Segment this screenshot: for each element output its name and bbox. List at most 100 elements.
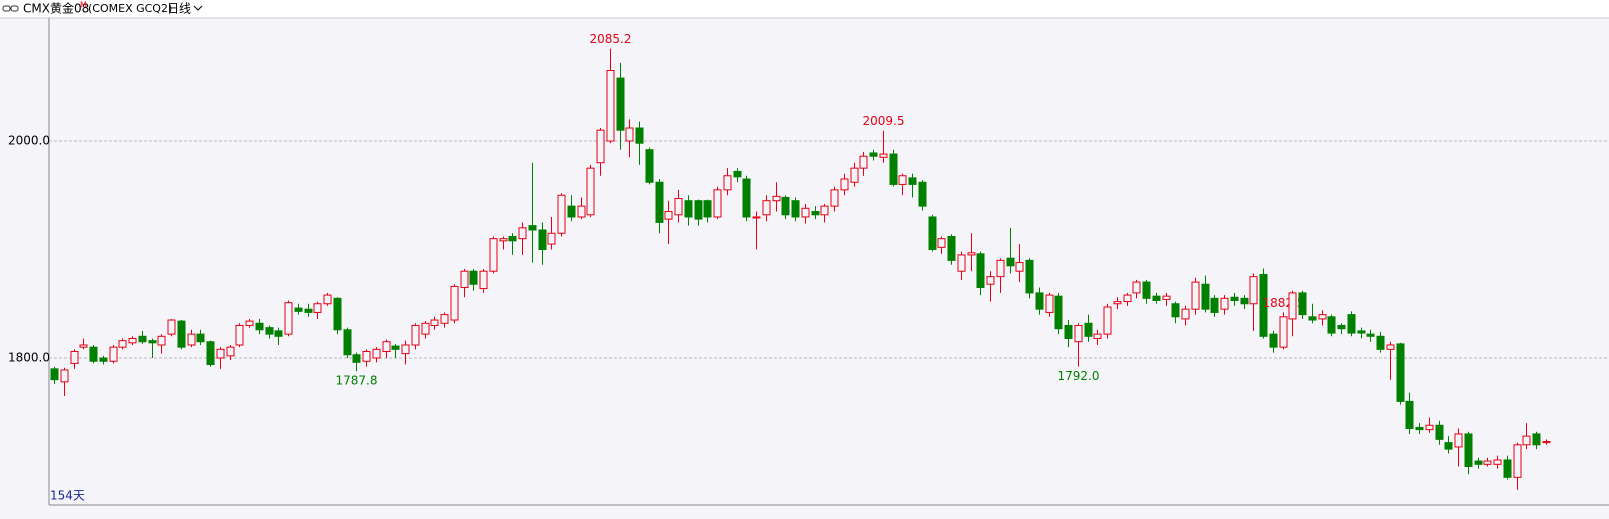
candle-body: [508, 235, 517, 242]
candle-body: [567, 205, 576, 218]
candle-body: [1279, 316, 1288, 348]
candle-body: [411, 324, 420, 346]
candle-body: [986, 276, 995, 285]
link-icon: [2, 5, 19, 12]
candle-body: [1542, 441, 1551, 444]
days-label: 154天: [50, 489, 85, 503]
candle-body: [138, 335, 147, 343]
candle-body: [957, 254, 966, 272]
candle-body: [1483, 460, 1492, 465]
candle-body: [557, 194, 566, 234]
candle-body: [187, 333, 196, 346]
candle-body: [450, 285, 459, 321]
candle-body: [50, 368, 59, 381]
candle-body: [1522, 435, 1531, 446]
candle-body: [694, 200, 703, 220]
title-superscript: M: [80, 1, 87, 10]
y-tick-label: 2000.0: [8, 134, 50, 148]
candle-body: [294, 307, 303, 312]
candle-body: [1454, 433, 1463, 448]
candle-body: [89, 346, 98, 362]
candle-body: [1396, 343, 1405, 402]
candle-body: [1171, 303, 1180, 318]
candle-body: [1201, 283, 1210, 310]
candle-body: [1045, 294, 1054, 313]
candle-body: [928, 216, 937, 251]
candle-body: [596, 129, 605, 164]
high-label: 2009.5: [863, 114, 905, 128]
candle-body: [1152, 295, 1161, 302]
candle-body: [1210, 297, 1219, 313]
candle-body: [1181, 308, 1190, 320]
candle-body: [362, 350, 371, 362]
candle-body: [713, 189, 722, 218]
high-label: 2085.2: [590, 32, 632, 46]
candle-body: [235, 324, 244, 346]
candle-body: [1503, 459, 1512, 478]
low-label: 1792.0: [1058, 369, 1100, 383]
candle-body: [460, 270, 469, 288]
candle-body: [1318, 314, 1327, 320]
candle-body: [820, 205, 829, 216]
candle-body: [255, 322, 264, 331]
candle-body: [265, 327, 274, 335]
candle-body: [1327, 316, 1336, 334]
candle-body: [1240, 297, 1249, 305]
candle-body: [869, 152, 878, 157]
candle-body: [1123, 294, 1132, 303]
candle-body: [1064, 324, 1073, 339]
candle-body: [1308, 316, 1317, 321]
candle-body: [1376, 335, 1385, 350]
candle-body: [499, 238, 508, 242]
candle-body: [1015, 262, 1024, 272]
candle-body: [148, 340, 157, 344]
candle-body: [889, 153, 898, 185]
candle-body: [1444, 442, 1453, 450]
candle-body: [1474, 460, 1483, 465]
y-tick-label: 1800.0: [8, 350, 50, 364]
candle-body: [1425, 424, 1434, 431]
candle-body: [216, 348, 225, 359]
candle-body: [752, 216, 761, 219]
candle-body: [245, 320, 254, 326]
candle-body: [1298, 292, 1307, 316]
candle-body: [937, 238, 946, 248]
period-selector[interactable]: 日线: [167, 2, 191, 16]
candle-body: [1288, 292, 1297, 320]
candle-body: [1513, 444, 1522, 478]
candle-body: [547, 232, 556, 245]
candle-body: [1405, 400, 1414, 430]
candle-body: [1249, 276, 1258, 305]
candle-body: [1415, 426, 1424, 431]
candle-body: [1435, 424, 1444, 440]
candle-body: [469, 270, 478, 285]
candle-body: [1230, 296, 1239, 302]
candle-body: [1347, 314, 1356, 334]
candle-body: [908, 177, 917, 185]
candle-body: [1074, 324, 1083, 343]
candle-body: [1493, 459, 1502, 465]
candle-body: [118, 340, 127, 348]
candle-body: [421, 322, 430, 335]
candle-body: [723, 175, 732, 191]
period-chevron[interactable]: [193, 5, 203, 11]
candle-body: [1054, 295, 1063, 330]
candle-body: [635, 127, 644, 144]
low-label: 1787.8: [336, 374, 378, 388]
candle-body: [1366, 333, 1375, 337]
candle-body: [684, 200, 693, 218]
candle-body: [947, 235, 956, 261]
candle-body: [528, 225, 537, 231]
candle-body: [1269, 333, 1278, 348]
candle-body: [801, 207, 810, 218]
candle-body: [479, 270, 488, 290]
candle-body: [1464, 433, 1473, 467]
candle-body: [128, 337, 137, 344]
candle-body: [1006, 257, 1015, 267]
candle-body: [577, 205, 586, 218]
candle-body: [1386, 344, 1395, 350]
candle-body: [733, 170, 742, 178]
candle-body: [323, 294, 332, 305]
